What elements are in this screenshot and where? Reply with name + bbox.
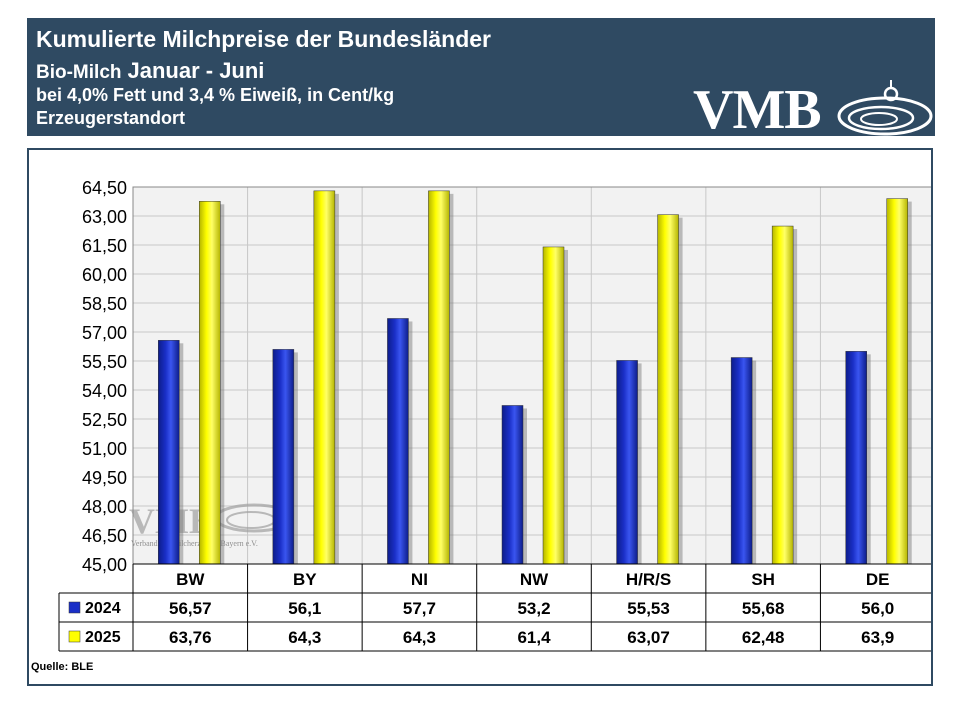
watermark-caption: Verband der Milcherzeuger Bayern e.V. [131, 539, 258, 548]
plot-area [133, 187, 931, 564]
y-tick-label: 61,50 [82, 236, 127, 256]
category-label: NW [520, 570, 549, 589]
subtitle-prefix: Bio-Milch [36, 62, 122, 83]
y-tick-label: 57,00 [82, 323, 127, 343]
bar-2024 [730, 357, 753, 565]
data-label-2024: 56,0 [861, 599, 894, 618]
bar-chart: 45,00 46,50 48,00 49,50 51,00 52,50 54,00 55,50… [58, 178, 931, 652]
bar-2025 [199, 201, 221, 565]
category-label: NI [411, 570, 428, 589]
data-label-2024: 56,1 [288, 599, 321, 618]
bar-2025 [542, 246, 565, 565]
y-tick-label: 48,00 [82, 497, 127, 517]
bar-2025 [313, 190, 336, 565]
subtitle-period: Januar - Juni [127, 58, 265, 83]
category-label: DE [866, 570, 890, 589]
y-tick-label: 54,00 [82, 381, 127, 401]
data-label-2024: 57,7 [403, 599, 436, 618]
y-tick-label: 64,50 [82, 178, 127, 198]
bar-2024 [272, 349, 295, 565]
data-label-2024: 55,53 [627, 599, 670, 618]
bar-2025 [771, 225, 794, 565]
category-label: BY [293, 570, 317, 589]
data-label-2024: 56,57 [169, 599, 212, 618]
logo-swirl-icon [837, 80, 933, 136]
y-tick-label: 52,50 [82, 410, 127, 430]
vmb-logo: VMB [693, 76, 933, 146]
bar-2025 [657, 214, 679, 565]
legend-label-2025: 2025 [85, 629, 121, 646]
data-label-2025: 61,4 [517, 628, 551, 647]
y-tick-label: 63,00 [82, 207, 127, 227]
data-label-2025: 62,48 [742, 628, 785, 647]
y-tick-label: 49,50 [82, 468, 127, 488]
chart-title: Kumulierte Milchpreise der Bundesländer [36, 26, 492, 52]
bar-2024 [158, 340, 180, 565]
y-tick-label: 58,50 [82, 294, 127, 314]
category-label: BW [176, 570, 205, 589]
bar-2024 [387, 318, 409, 565]
legend-swatch-2024 [68, 601, 81, 614]
data-label-2025: 64,3 [288, 628, 321, 647]
bar-2025 [886, 198, 908, 565]
logo-text: VMB [693, 79, 822, 141]
data-label-2025: 63,9 [861, 628, 894, 647]
data-label-2025: 63,76 [169, 628, 212, 647]
bar-2025 [428, 190, 450, 565]
chart-frame: 45,00 46,50 48,00 49,50 51,00 52,50 54,00 55,50… [27, 148, 933, 686]
data-label-2024: 55,68 [742, 599, 785, 618]
chart-subtitle: Bio-Milch Januar - Juni [36, 58, 264, 84]
y-tick-label: 46,50 [82, 526, 127, 546]
data-label-2025: 63,07 [627, 628, 670, 647]
bar-2024 [616, 360, 638, 565]
source-note: Quelle: BLE [31, 661, 94, 673]
data-label-2025: 64,3 [403, 628, 436, 647]
data-label-2024: 53,2 [517, 599, 550, 618]
bar-2024 [501, 405, 524, 565]
category-label: SH [751, 570, 775, 589]
bar-2024 [845, 351, 867, 565]
y-tick-label: 55,50 [82, 352, 127, 372]
y-tick-label: 60,00 [82, 265, 127, 285]
chart-location: Erzeugerstandort [36, 108, 186, 128]
chart-description: bei 4,0% Fett und 3,4 % Eiweiß, in Cent/… [36, 85, 395, 105]
legend-label-2024: 2024 [85, 600, 121, 617]
legend-swatch-2025 [68, 630, 81, 643]
header-banner: Kumulierte Milchpreise der Bundesländer … [27, 18, 935, 141]
y-tick-label: 51,00 [82, 439, 127, 459]
category-label: H/R/S [626, 570, 671, 589]
y-tick-label: 45,00 [82, 555, 127, 575]
